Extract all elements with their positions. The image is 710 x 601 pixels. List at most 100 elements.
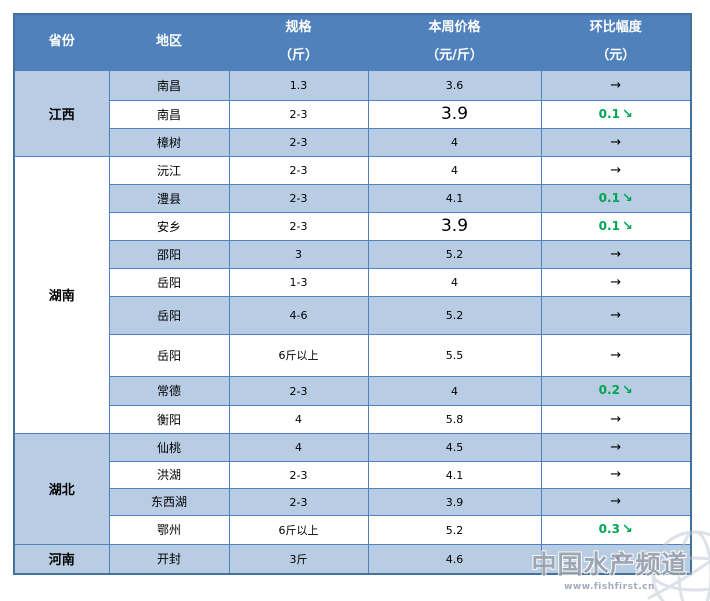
- table-row: 岳阳 4-6 5.2 →: [14, 295, 692, 335]
- price-value: 3.9: [440, 216, 469, 236]
- column-header-line2: （斤）: [278, 48, 318, 64]
- spec-cell: 1.3: [228, 69, 369, 101]
- spec-value: 4: [295, 413, 302, 426]
- table-row: 邵阳 3 5.2 →: [14, 239, 692, 269]
- region-label: 洪湖: [156, 468, 181, 482]
- change-cell: 0.1 ↘: [540, 99, 692, 129]
- province-cell: 河南: [13, 543, 110, 575]
- spec-cell: 2-3: [228, 211, 369, 241]
- spec-cell: 2-3: [228, 460, 369, 489]
- flat-arrow-icon: →: [610, 274, 622, 290]
- spec-value: 2-3: [289, 468, 308, 482]
- change-value: 0.1: [598, 218, 620, 233]
- price-value: 4: [451, 276, 458, 289]
- flat-arrow-icon: →: [610, 551, 622, 567]
- spec-value: 3: [295, 248, 302, 261]
- region-label: 衡阳: [156, 412, 181, 427]
- table-row: 东西湖 2-3 3.9 →: [14, 487, 692, 516]
- flat-arrow-icon: →: [610, 246, 622, 262]
- table-header: 省份 地区 规格 （斤） 本周价格 （元/斤） 环比幅度 （元）: [13, 13, 692, 71]
- region-label: 安乡: [156, 219, 181, 234]
- change-cell: 0.3 ↘: [540, 514, 692, 545]
- spec-value: 2-3: [289, 220, 308, 233]
- table-row: 安乡 2-3 3.9 0.1 ↘: [14, 211, 692, 241]
- column-header: 规格 （斤）: [228, 13, 369, 71]
- table-row: 河南 开封 3斤 4.6 →: [13, 543, 692, 575]
- region-cell: 岳阳: [108, 295, 230, 335]
- price-cell: 3.9: [367, 487, 542, 516]
- price-cell: 4: [367, 375, 542, 406]
- region-cell: 岳阳: [108, 267, 230, 297]
- column-header: 省份: [13, 13, 110, 71]
- region-label: 开封: [156, 552, 181, 567]
- region-label: 鄂州: [156, 523, 181, 537]
- table-row: 衡阳 4 5.8 →: [14, 404, 692, 434]
- region-label: 南昌: [156, 107, 181, 122]
- change-value: 0.1: [598, 106, 620, 121]
- price-value: 5.5: [445, 349, 464, 362]
- price-cell: 4.5: [367, 432, 542, 462]
- region-label: 邵阳: [156, 247, 181, 262]
- flat-arrow-icon: →: [610, 439, 622, 455]
- region-cell: 岳阳: [108, 333, 230, 377]
- region-cell: 东西湖: [108, 487, 230, 516]
- price-value: 5.2: [445, 248, 464, 261]
- price-value: 3.6: [445, 79, 464, 92]
- price-cell: 3.6: [367, 69, 542, 101]
- region-cell: 沅江: [108, 155, 230, 185]
- region-cell: 开封: [108, 543, 230, 575]
- region-cell: 安乡: [108, 211, 230, 241]
- region-cell: 洪湖: [108, 460, 230, 489]
- spec-cell: 6斤以上: [228, 333, 369, 377]
- price-cell: 5.2: [367, 514, 542, 545]
- column-header: 地区: [108, 13, 230, 71]
- change-value: 0.1: [598, 190, 620, 205]
- price-value: 3.9: [445, 495, 464, 509]
- change-cell: →: [540, 333, 692, 377]
- region-label: 岳阳: [156, 348, 181, 363]
- spec-value: 2-3: [289, 384, 308, 398]
- spec-value: 2-3: [289, 164, 308, 177]
- change-cell: →: [540, 460, 692, 489]
- spec-cell: 2-3: [228, 155, 369, 185]
- change-value: 0.2: [598, 383, 620, 397]
- table-row: 南昌 2-3 3.9 0.1 ↘: [14, 99, 692, 129]
- price-value: 4.6: [445, 552, 464, 566]
- price-cell: 5.2: [367, 295, 542, 335]
- change-cell: →: [540, 295, 692, 335]
- region-label: 岳阳: [156, 308, 181, 323]
- watermark-url-text: www.fishfirst.cn: [564, 582, 655, 592]
- province-label: 湖北: [48, 483, 75, 498]
- change-cell: →: [540, 543, 692, 575]
- watermark-brand-text: 中国水产频道: [531, 550, 688, 579]
- down-arrow-icon: ↘: [621, 218, 633, 234]
- spec-value: 1.3: [289, 79, 308, 92]
- column-header-line1: 地区: [155, 34, 182, 50]
- flat-arrow-icon: →: [610, 307, 622, 323]
- change-value: 0.3: [598, 522, 620, 536]
- change-cell: →: [540, 155, 692, 185]
- price-cell: 4.1: [367, 183, 542, 213]
- price-value: 4.1: [445, 468, 464, 482]
- price-cell: 3.9: [367, 211, 542, 241]
- spec-cell: 2-3: [228, 375, 369, 406]
- region-label: 沅江: [156, 163, 181, 178]
- spec-cell: 3斤: [228, 543, 369, 575]
- column-header-line1: 本周价格: [428, 19, 481, 35]
- price-cell: 5.5: [367, 333, 542, 377]
- price-value: 4.1: [445, 192, 464, 205]
- region-label: 澧县: [156, 191, 181, 206]
- spec-value: 2-3: [289, 136, 308, 149]
- spec-cell: 4: [228, 404, 369, 434]
- table-row: 洪湖 2-3 4.1 →: [14, 460, 692, 489]
- spec-value: 6斤以上: [278, 523, 319, 537]
- change-cell: →: [540, 69, 692, 101]
- price-cell: 3.9: [367, 99, 542, 129]
- column-header-line1: 省份: [48, 34, 75, 50]
- region-label: 樟树: [156, 135, 181, 150]
- table-row: 湖南 沅江 2-3 4 →: [13, 155, 692, 434]
- province-cell: 湖北: [13, 432, 110, 545]
- region-cell: 鄂州: [108, 514, 230, 545]
- region-cell: 澧县: [108, 183, 230, 213]
- change-cell: →: [540, 487, 692, 516]
